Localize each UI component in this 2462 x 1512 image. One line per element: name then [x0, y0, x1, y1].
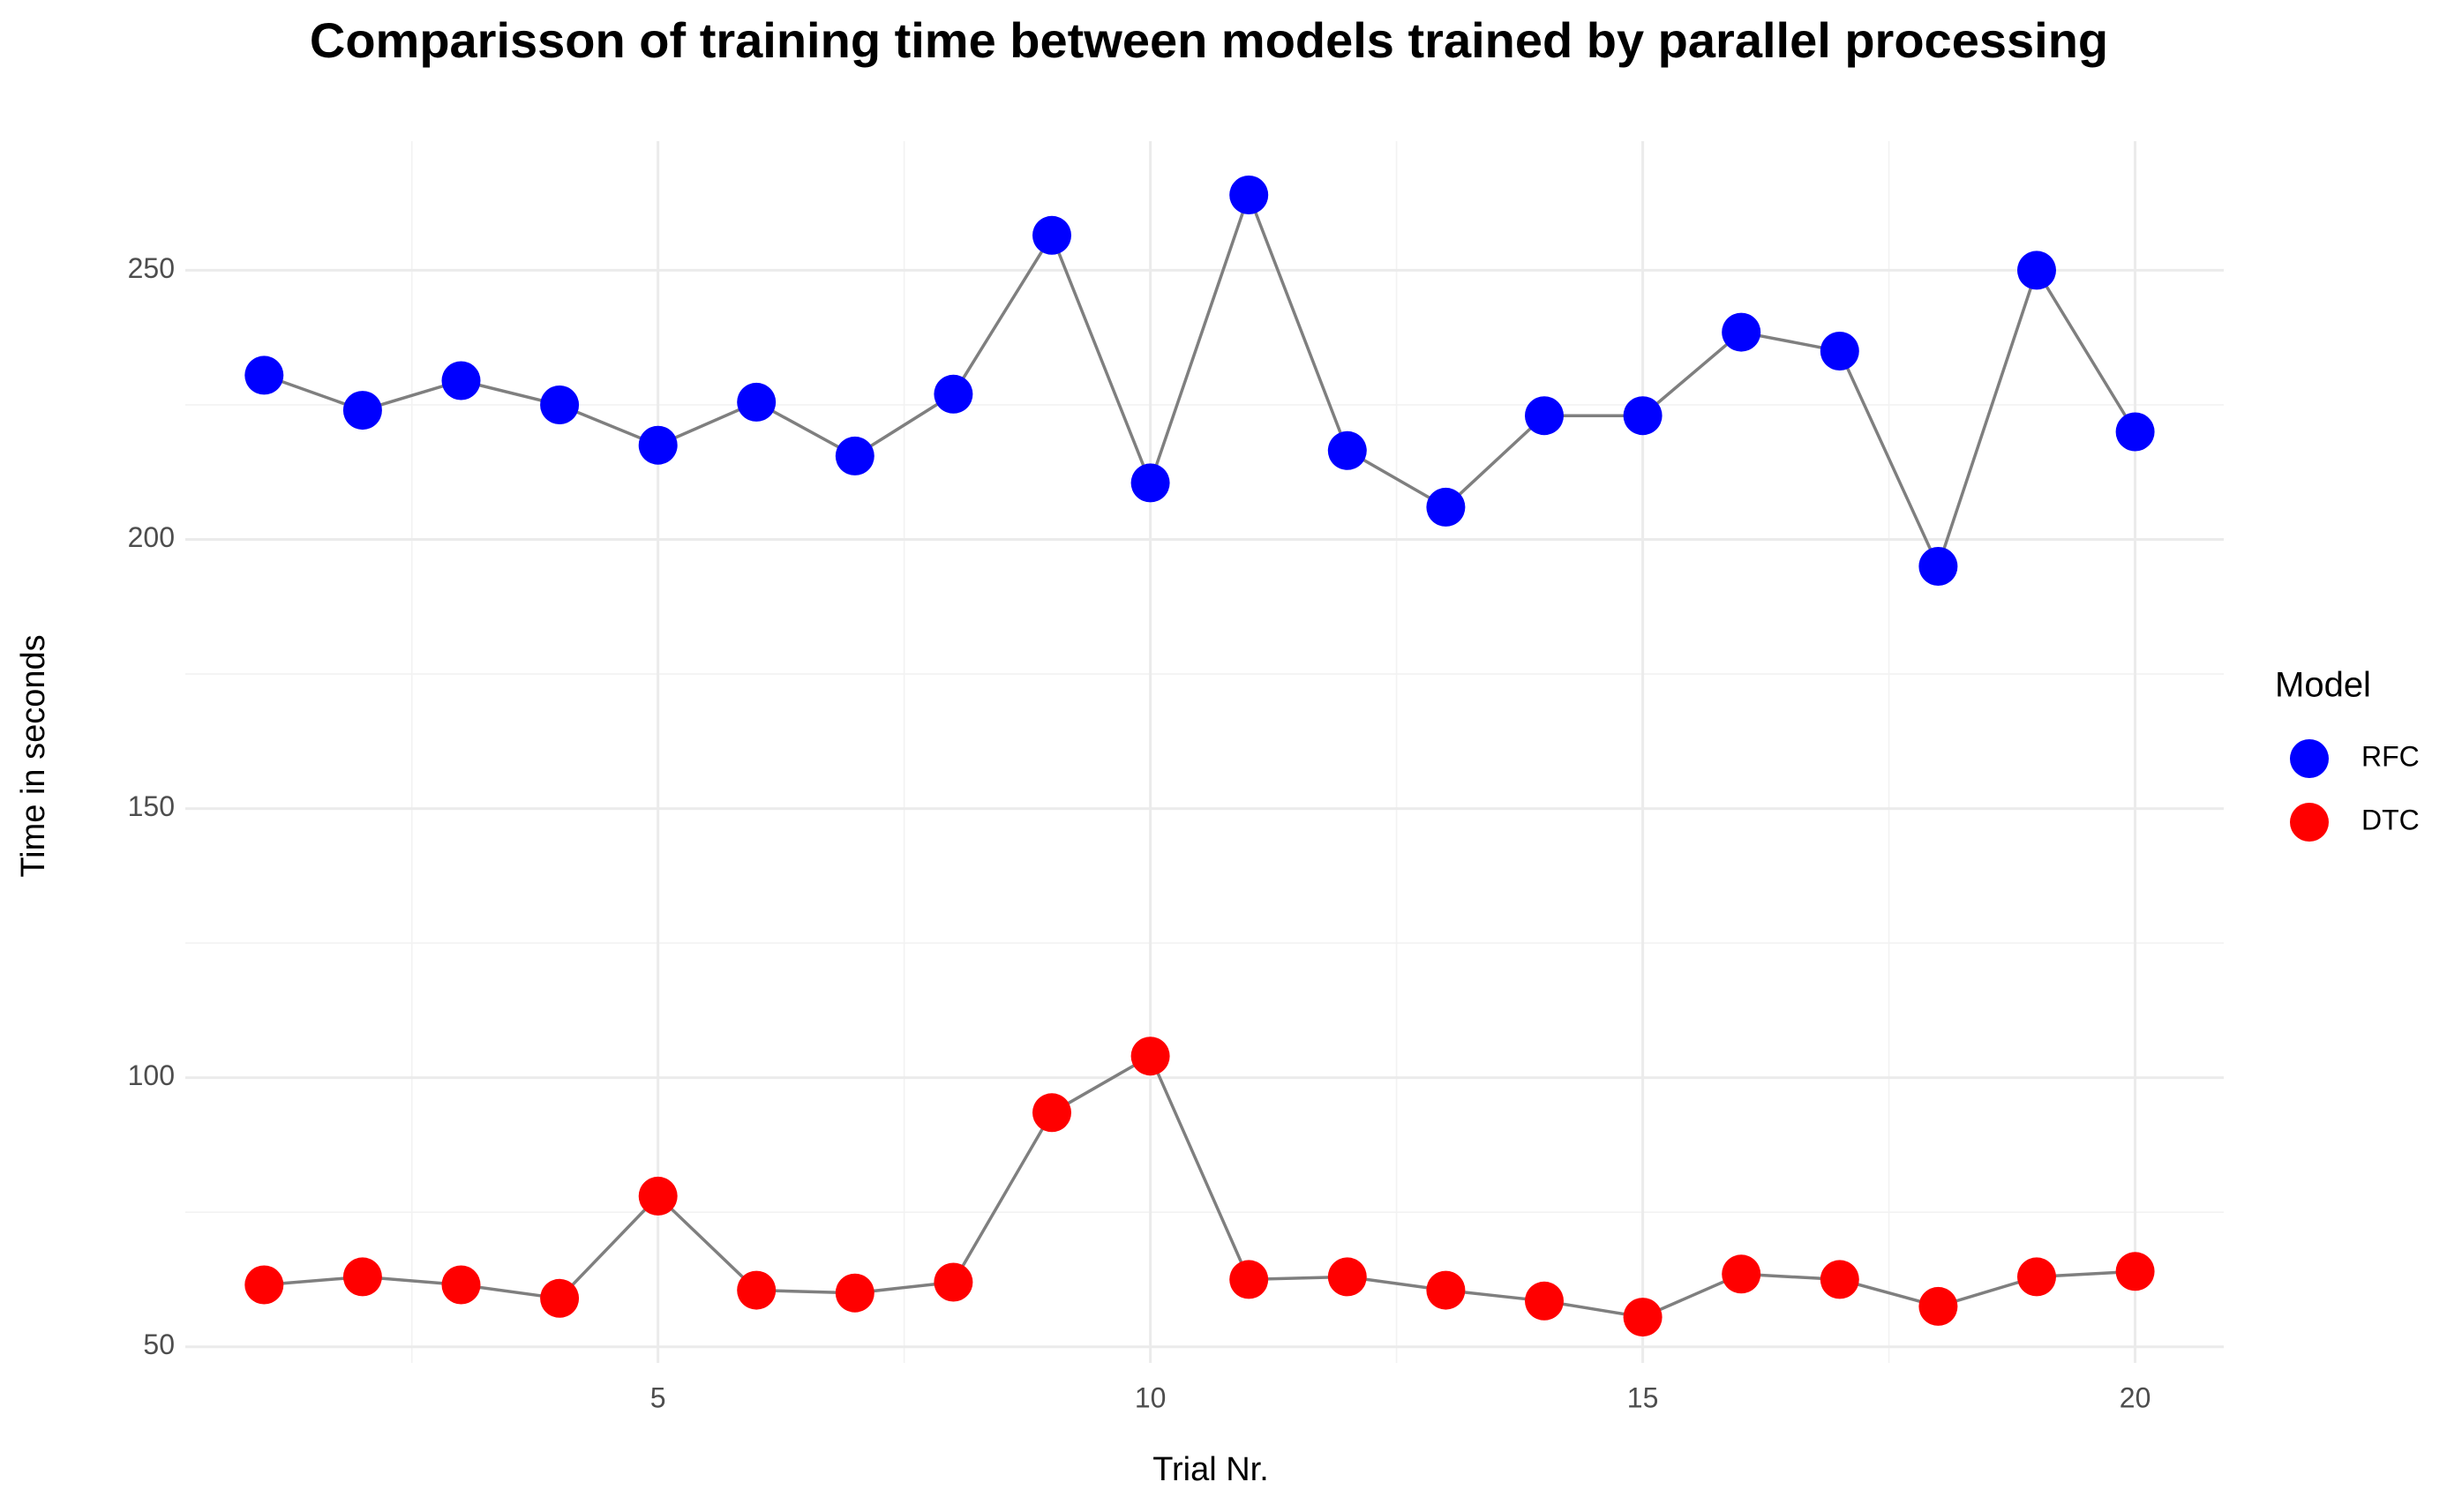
data-point-rfc [1820, 332, 1859, 371]
data-point-rfc [1426, 487, 1466, 527]
data-point-rfc [1722, 312, 1761, 352]
legend-label-dtc: DTC [2361, 804, 2420, 835]
x-tick-label: 5 [650, 1381, 666, 1413]
series-points [244, 176, 2155, 1337]
data-point-dtc [1918, 1286, 1958, 1326]
data-point-rfc [1032, 215, 1071, 255]
data-point-rfc [342, 391, 382, 430]
y-tick-label: 100 [128, 1059, 175, 1091]
data-point-dtc [1229, 1260, 1269, 1299]
series-line-rfc [263, 190, 2137, 571]
data-point-dtc [1032, 1093, 1071, 1133]
data-point-rfc [1918, 547, 1958, 586]
data-point-dtc [835, 1273, 874, 1313]
data-point-dtc [1623, 1298, 1663, 1337]
x-tick-label: 15 [1627, 1381, 1659, 1413]
data-point-rfc [934, 374, 973, 414]
data-point-dtc [1130, 1037, 1170, 1076]
y-tick-label: 250 [128, 252, 175, 284]
chart-title: Comparisson of training time between mod… [310, 12, 2108, 68]
data-point-dtc [934, 1262, 973, 1302]
data-point-rfc [1130, 463, 1170, 503]
data-point-dtc [244, 1265, 284, 1305]
x-tick-label: 20 [2120, 1381, 2151, 1413]
data-point-dtc [1722, 1254, 1761, 1294]
data-point-dtc [638, 1176, 678, 1216]
legend-items: RFC DTC [2290, 739, 2420, 842]
data-point-dtc [1327, 1257, 1367, 1297]
data-point-rfc [1623, 396, 1663, 436]
legend-title: Model [2275, 666, 2371, 705]
data-point-rfc [244, 356, 284, 395]
legend-key-rfc [2290, 739, 2329, 778]
data-point-dtc [1426, 1270, 1466, 1310]
data-point-dtc [441, 1265, 481, 1305]
legend-label-rfc: RFC [2361, 740, 2420, 772]
data-point-dtc [1820, 1260, 1859, 1299]
data-point-dtc [342, 1257, 382, 1297]
data-point-dtc [2115, 1252, 2155, 1291]
x-axis-title: Trial Nr. [1152, 1451, 1269, 1488]
data-point-dtc [1525, 1281, 1564, 1321]
y-tick-label: 150 [128, 790, 175, 822]
y-axis-title: Time in seconds [15, 634, 52, 877]
axis-ticks: 5 10 15 20 50 100 150 200 250 [128, 252, 2151, 1414]
data-point-rfc [2017, 251, 2056, 290]
data-point-rfc [2115, 412, 2155, 452]
grid [185, 141, 2224, 1363]
data-point-rfc [638, 425, 678, 465]
y-tick-label: 50 [143, 1329, 175, 1360]
data-point-rfc [1327, 430, 1367, 470]
data-point-dtc [540, 1278, 580, 1318]
data-point-rfc [441, 361, 481, 400]
y-tick-label: 200 [128, 521, 175, 553]
data-point-rfc [737, 382, 777, 422]
data-point-rfc [540, 385, 580, 424]
data-point-rfc [1229, 176, 1269, 214]
data-point-rfc [1525, 396, 1564, 436]
data-point-dtc [2017, 1257, 2056, 1297]
legend-key-dtc [2290, 803, 2329, 842]
x-tick-label: 10 [1135, 1381, 1167, 1413]
legend: Model RFC DTC [2275, 666, 2420, 842]
data-point-rfc [835, 436, 874, 475]
data-point-dtc [737, 1270, 777, 1310]
